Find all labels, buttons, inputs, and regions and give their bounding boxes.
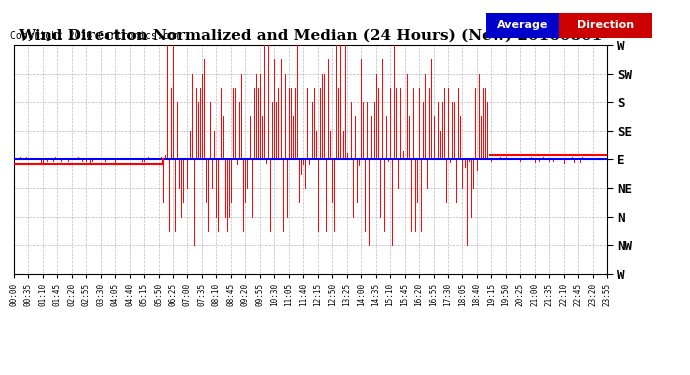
Title: Wind Direction Normalized and Median (24 Hours) (New) 20160801: Wind Direction Normalized and Median (24… bbox=[19, 28, 602, 42]
Text: Copyright 2016 Cartronics.com: Copyright 2016 Cartronics.com bbox=[10, 32, 181, 41]
Text: Direction: Direction bbox=[577, 20, 634, 30]
Text: Average: Average bbox=[497, 20, 549, 30]
